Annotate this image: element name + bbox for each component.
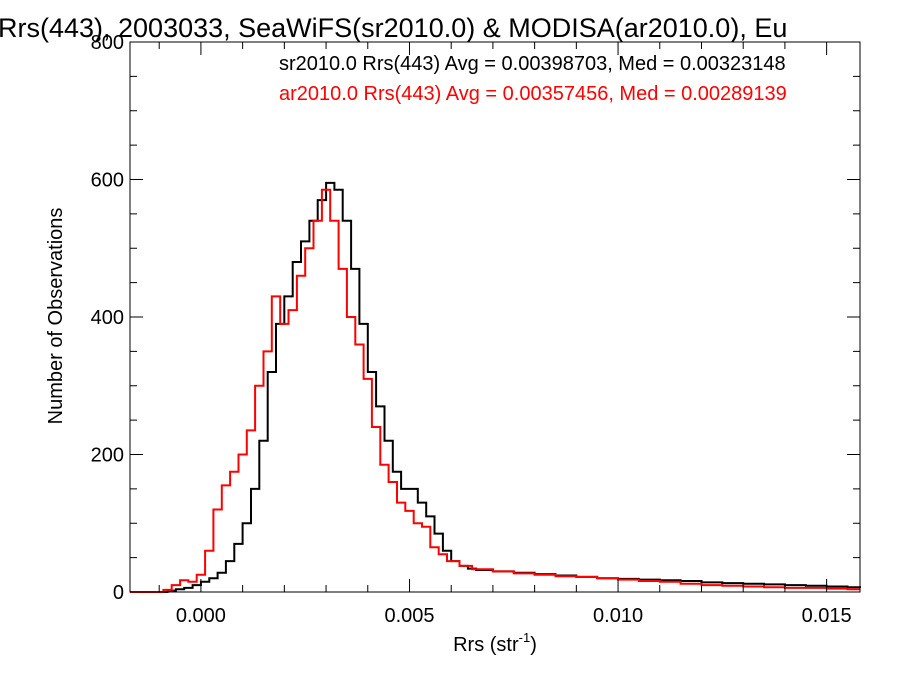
- y-tick-label: 800: [91, 32, 124, 54]
- series-line-0: [130, 181, 861, 593]
- x-tick-label: 0.015: [802, 605, 852, 627]
- y-tick-label: 0: [113, 582, 124, 604]
- x-tick-label: 0.010: [593, 605, 643, 627]
- x-tick-label: 0.000: [176, 605, 226, 627]
- x-axis-label: Rrs (str-1): [453, 630, 537, 656]
- axes-layer: 0.000 0.005 0.010 0.015 0 200 400 600 800: [91, 32, 861, 627]
- x-tick-label: 0.005: [384, 605, 434, 627]
- chart-title: Rrs(443), 2003033, SeaWiFS(sr2010.0) & M…: [0, 13, 787, 43]
- x-axis-label-superscript: -1: [519, 630, 531, 645]
- y-tick-label: 600: [91, 170, 124, 192]
- legend: sr2010.0 Rrs(443) Avg = 0.00398703, Med …: [279, 53, 787, 105]
- legend-entry-ar2010: ar2010.0 Rrs(443) Avg = 0.00357456, Med …: [279, 83, 787, 105]
- y-axis-label: Number of Observations: [45, 208, 67, 425]
- y-tick-label: 200: [91, 445, 124, 467]
- x-axis-label-suffix: ): [530, 634, 537, 656]
- y-tick-label: 400: [91, 307, 124, 329]
- legend-entry-sr2010: sr2010.0 Rrs(443) Avg = 0.00398703, Med …: [279, 53, 786, 75]
- series-layer: [130, 181, 861, 593]
- plot-frame: [129, 41, 861, 593]
- series-line-1: [130, 188, 860, 593]
- x-axis-label-base: Rrs (str: [453, 634, 519, 656]
